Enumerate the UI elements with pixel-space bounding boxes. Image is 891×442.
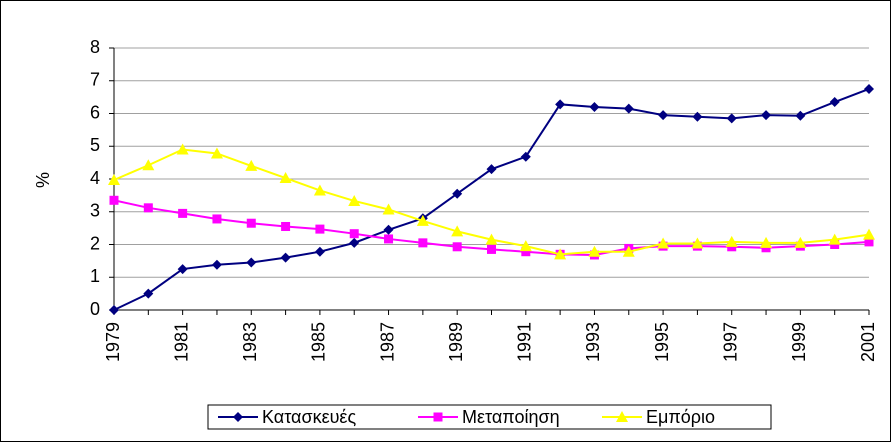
legend-label: Κατασκευές xyxy=(262,407,356,427)
marker xyxy=(519,240,532,252)
marker xyxy=(864,237,874,247)
marker xyxy=(829,97,840,108)
marker xyxy=(486,164,497,175)
y-tick-label: 4 xyxy=(90,168,100,188)
x-tick-label: 1987 xyxy=(377,322,397,362)
marker xyxy=(349,237,360,248)
marker xyxy=(864,83,874,94)
y-tick-label: 8 xyxy=(90,37,100,57)
marker xyxy=(692,111,703,122)
marker xyxy=(623,103,634,114)
legend-marker xyxy=(233,412,243,422)
marker xyxy=(210,147,223,159)
marker xyxy=(487,244,496,254)
marker xyxy=(109,305,119,315)
marker xyxy=(452,188,463,199)
marker xyxy=(177,264,188,275)
marker xyxy=(382,203,395,215)
marker xyxy=(554,248,567,260)
marker xyxy=(657,237,670,249)
marker xyxy=(451,225,464,237)
marker xyxy=(279,172,292,184)
legend-label: Μεταποίηση xyxy=(462,407,560,427)
x-tick-label: 1989 xyxy=(446,322,466,362)
marker xyxy=(176,143,189,155)
marker xyxy=(416,214,429,226)
y-tick-label: 0 xyxy=(90,299,100,319)
x-tick-label: 1997 xyxy=(720,322,740,362)
marker xyxy=(142,159,155,171)
marker xyxy=(211,259,222,270)
marker xyxy=(863,228,875,240)
marker xyxy=(348,194,361,206)
marker xyxy=(622,245,635,257)
marker xyxy=(691,237,704,249)
marker xyxy=(795,110,806,121)
marker xyxy=(760,236,773,248)
marker xyxy=(313,184,326,196)
marker xyxy=(143,203,153,213)
marker xyxy=(246,218,256,228)
marker xyxy=(555,99,566,110)
marker xyxy=(761,110,772,121)
marker xyxy=(143,288,154,299)
marker xyxy=(520,151,531,162)
marker xyxy=(245,159,258,171)
marker xyxy=(349,229,359,239)
marker xyxy=(452,242,462,252)
marker xyxy=(315,224,325,234)
x-tick-label: 1991 xyxy=(515,322,535,362)
marker xyxy=(828,233,841,245)
marker xyxy=(725,235,738,247)
y-tick-label: 1 xyxy=(90,266,100,286)
legend-marker xyxy=(433,412,443,422)
marker xyxy=(658,110,669,121)
x-tick-label: 1985 xyxy=(309,322,329,362)
y-axis-label: % xyxy=(33,172,53,188)
marker xyxy=(246,257,257,268)
marker xyxy=(418,238,428,248)
x-tick-label: 1995 xyxy=(652,322,672,362)
marker xyxy=(589,101,600,112)
marker xyxy=(109,195,119,205)
x-tick-label: 1993 xyxy=(583,322,603,362)
x-tick-label: 2001 xyxy=(858,322,878,362)
legend-box xyxy=(207,404,772,430)
legend-label: Εμπόριο xyxy=(646,407,715,427)
marker xyxy=(521,247,531,257)
marker xyxy=(726,113,737,124)
x-tick-label: 1983 xyxy=(240,322,260,362)
y-tick-label: 3 xyxy=(90,201,100,221)
x-tick-label: 1981 xyxy=(171,322,191,362)
marker xyxy=(212,214,222,224)
y-tick-label: 2 xyxy=(90,233,100,253)
x-tick-label: 1979 xyxy=(103,322,123,362)
marker xyxy=(178,208,188,218)
marker xyxy=(794,236,807,248)
marker xyxy=(108,173,120,185)
legend-marker xyxy=(616,411,628,422)
marker xyxy=(281,221,291,231)
y-tick-label: 7 xyxy=(90,70,100,90)
marker xyxy=(383,224,394,235)
x-tick-label: 1999 xyxy=(789,322,809,362)
y-tick-label: 5 xyxy=(90,135,100,155)
marker xyxy=(588,245,601,257)
marker xyxy=(314,246,325,257)
y-tick-label: 6 xyxy=(90,102,100,122)
marker xyxy=(384,234,394,244)
marker xyxy=(280,252,291,263)
marker xyxy=(485,233,498,245)
